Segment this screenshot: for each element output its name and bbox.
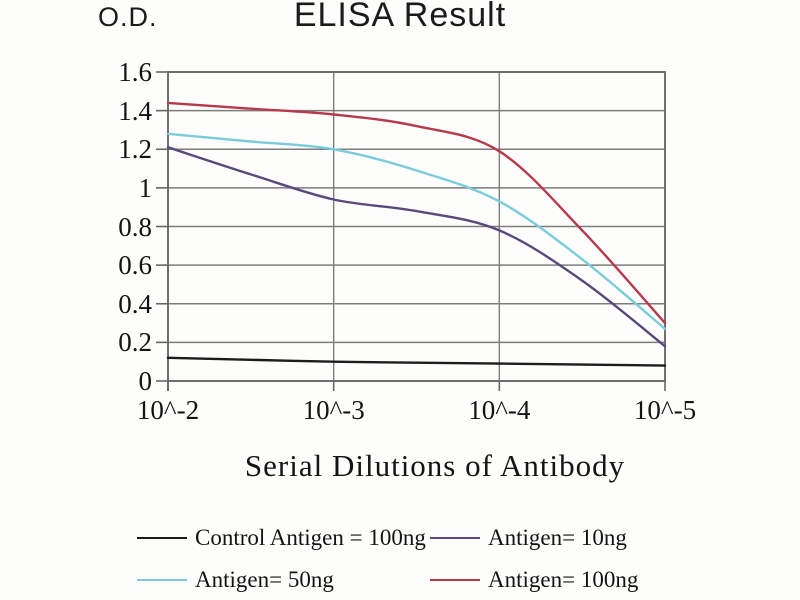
legend-item-control-antigen-100ng: Control Antigen = 100ng: [137, 524, 426, 552]
legend-label: Antigen= 10ng: [488, 525, 627, 550]
y-tick-label: 0: [138, 366, 153, 396]
x-tick-label: 10^-4: [468, 395, 531, 425]
series-curve-antigen-100ng: [166, 101, 667, 325]
y-tick-label: 0.8: [118, 211, 152, 242]
y-tick-label: 0.4: [118, 288, 152, 319]
chart-title: ELISA Result: [293, 0, 507, 34]
legend-item-antigen-100ng: Antigen= 100ng: [430, 566, 638, 594]
plot-border: [167, 71, 666, 382]
legend-label: Antigen= 50ng: [195, 567, 334, 592]
y-tick-label: 1.6: [118, 57, 152, 87]
series-curve-antigen-50ng: [166, 132, 667, 331]
y-tick-label: 0.2: [118, 327, 152, 358]
y-tick-label: 0.6: [118, 250, 152, 281]
legend-line-swatch: [137, 579, 187, 581]
y-tick-label: 1.2: [118, 134, 152, 165]
legend-label: Control Antigen = 100ng: [195, 525, 426, 550]
elisa-line-chart: [156, 71, 667, 391]
legend-item-antigen-10ng: Antigen= 10ng: [430, 524, 627, 552]
series-curve-antigen-10ng: [166, 146, 667, 348]
legend-line-swatch: [430, 537, 480, 539]
y-tick-label: 1.4: [118, 95, 152, 126]
legend-label: Antigen= 100ng: [488, 567, 639, 592]
series-curve-control-antigen-100ng: [166, 356, 667, 367]
legend-row-2: Antigen= 50ng Antigen= 100ng: [0, 566, 800, 594]
legend-item-antigen-50ng: Antigen= 50ng: [137, 566, 334, 594]
x-tick-label: 10^-5: [633, 395, 697, 425]
x-tick-label: 10^-3: [302, 395, 365, 425]
legend-row-1: Control Antigen = 100ng Antigen= 10ng: [0, 524, 800, 552]
legend-line-swatch: [137, 537, 187, 539]
legend-line-swatch: [430, 579, 480, 581]
x-tick-label: 10^-2: [136, 395, 200, 425]
y-tick-label: 1: [138, 172, 153, 203]
y-axis-unit-label: O.D.: [98, 2, 158, 32]
x-axis-title: Serial Dilutions of Antibody: [244, 448, 626, 483]
